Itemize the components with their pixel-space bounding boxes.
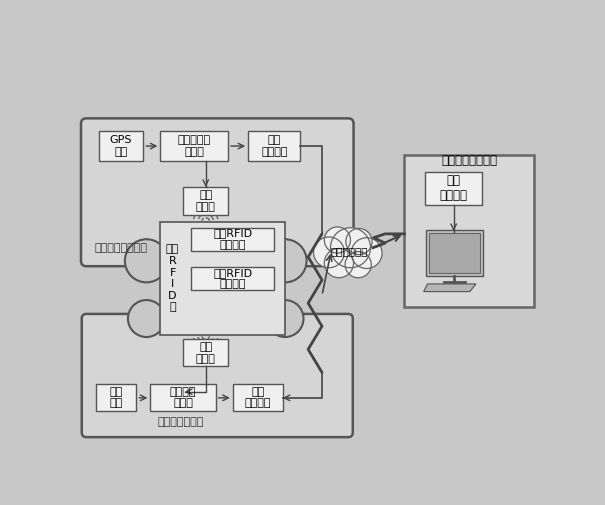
Text: 客流信息分析中心: 客流信息分析中心 bbox=[441, 154, 497, 167]
Circle shape bbox=[324, 227, 350, 253]
Circle shape bbox=[128, 300, 165, 337]
FancyBboxPatch shape bbox=[425, 172, 482, 205]
FancyBboxPatch shape bbox=[96, 384, 137, 411]
FancyBboxPatch shape bbox=[160, 222, 285, 335]
Text: 站台信息
处理器: 站台信息 处理器 bbox=[170, 387, 196, 408]
FancyBboxPatch shape bbox=[191, 228, 274, 251]
Polygon shape bbox=[429, 233, 480, 273]
FancyBboxPatch shape bbox=[233, 384, 283, 411]
FancyBboxPatch shape bbox=[248, 131, 301, 161]
FancyBboxPatch shape bbox=[99, 131, 143, 161]
Text: 计时
模块: 计时 模块 bbox=[110, 387, 123, 408]
Text: 第一RFID
标签芯片: 第一RFID 标签芯片 bbox=[213, 228, 252, 250]
FancyBboxPatch shape bbox=[183, 187, 228, 215]
Text: 双芯
R
F
I
D
卡: 双芯 R F I D 卡 bbox=[166, 244, 179, 313]
FancyBboxPatch shape bbox=[183, 339, 228, 366]
FancyBboxPatch shape bbox=[81, 118, 353, 266]
Circle shape bbox=[267, 300, 304, 337]
Circle shape bbox=[125, 239, 168, 282]
Text: 第二RFID
标签芯片: 第二RFID 标签芯片 bbox=[213, 268, 252, 289]
Text: 第一
读卡器: 第一 读卡器 bbox=[196, 190, 215, 212]
Text: 第二
读卡器: 第二 读卡器 bbox=[196, 342, 215, 364]
Text: 第三
通信模块: 第三 通信模块 bbox=[440, 174, 468, 203]
Circle shape bbox=[263, 239, 307, 282]
Text: 第一
通信模块: 第一 通信模块 bbox=[261, 135, 287, 157]
Text: 第二
通信模块: 第二 通信模块 bbox=[244, 387, 271, 408]
FancyBboxPatch shape bbox=[150, 384, 216, 411]
Circle shape bbox=[313, 237, 344, 268]
FancyBboxPatch shape bbox=[191, 267, 274, 290]
Text: GPS
模块: GPS 模块 bbox=[110, 135, 132, 157]
Text: 站台读卡子系统: 站台读卡子系统 bbox=[158, 417, 204, 427]
Polygon shape bbox=[426, 230, 483, 276]
Circle shape bbox=[345, 251, 371, 278]
Circle shape bbox=[352, 238, 382, 269]
Circle shape bbox=[346, 228, 372, 255]
Polygon shape bbox=[424, 284, 476, 291]
FancyBboxPatch shape bbox=[404, 155, 534, 307]
FancyBboxPatch shape bbox=[160, 131, 228, 161]
FancyBboxPatch shape bbox=[82, 314, 353, 437]
Text: 公交车信息
处理器: 公交车信息 处理器 bbox=[178, 135, 211, 157]
Circle shape bbox=[324, 248, 353, 278]
Text: 无线通信网络: 无线通信网络 bbox=[330, 246, 368, 257]
Circle shape bbox=[330, 228, 370, 268]
Text: 公交车读卡子系统: 公交车读卡子系统 bbox=[94, 243, 147, 253]
